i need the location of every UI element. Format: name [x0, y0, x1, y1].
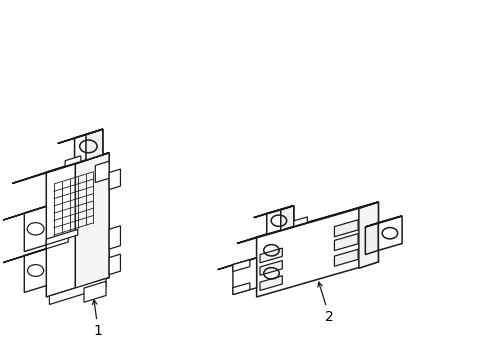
Polygon shape — [232, 283, 249, 294]
Polygon shape — [266, 206, 293, 234]
Polygon shape — [232, 260, 249, 271]
Polygon shape — [46, 153, 109, 297]
Polygon shape — [46, 229, 78, 245]
Polygon shape — [12, 153, 109, 183]
Polygon shape — [284, 222, 307, 229]
Polygon shape — [293, 217, 307, 226]
Polygon shape — [365, 223, 378, 255]
Polygon shape — [358, 202, 378, 268]
Polygon shape — [75, 153, 109, 289]
Polygon shape — [2, 206, 46, 220]
Polygon shape — [365, 216, 401, 227]
Polygon shape — [217, 258, 256, 270]
Polygon shape — [237, 202, 378, 243]
Text: 2: 2 — [317, 282, 333, 324]
Polygon shape — [95, 161, 109, 183]
Polygon shape — [58, 129, 102, 144]
Polygon shape — [2, 249, 46, 263]
Polygon shape — [260, 261, 282, 275]
Polygon shape — [334, 249, 357, 266]
Polygon shape — [232, 258, 256, 294]
Polygon shape — [334, 234, 357, 251]
Polygon shape — [74, 129, 102, 163]
Polygon shape — [256, 202, 378, 297]
Polygon shape — [46, 236, 68, 249]
Polygon shape — [53, 162, 81, 170]
Polygon shape — [253, 206, 293, 218]
Polygon shape — [109, 169, 120, 190]
Polygon shape — [24, 249, 46, 292]
Polygon shape — [109, 226, 120, 249]
Polygon shape — [65, 156, 81, 166]
Polygon shape — [109, 254, 120, 275]
Polygon shape — [49, 278, 106, 305]
Polygon shape — [260, 276, 282, 291]
Polygon shape — [86, 129, 102, 160]
Polygon shape — [84, 281, 106, 302]
Polygon shape — [24, 206, 46, 252]
Text: 1: 1 — [92, 300, 102, 338]
Polygon shape — [260, 248, 282, 263]
Polygon shape — [378, 216, 401, 250]
Polygon shape — [334, 220, 357, 237]
Polygon shape — [280, 206, 293, 231]
